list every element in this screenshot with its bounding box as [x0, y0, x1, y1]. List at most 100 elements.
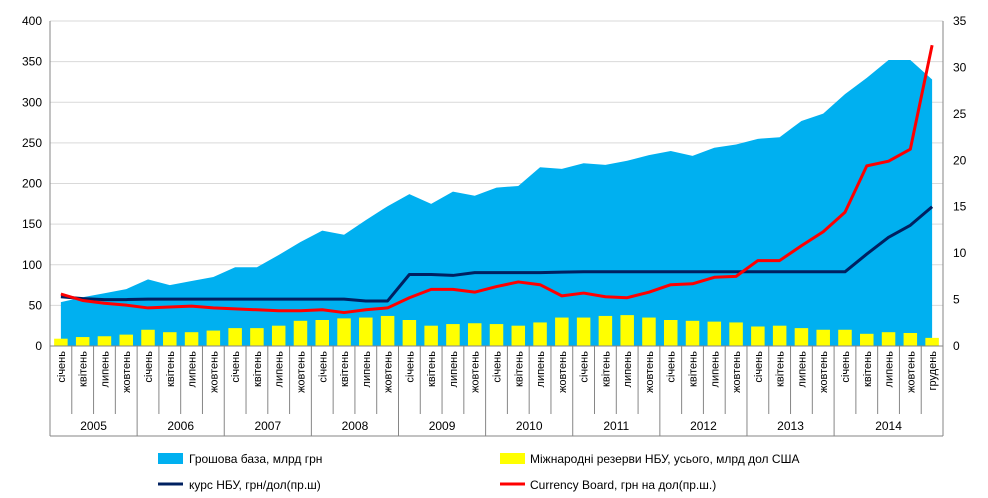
bar-reserves — [424, 325, 438, 346]
month-label: липень — [274, 351, 286, 388]
left-tick-label: 350 — [22, 55, 42, 69]
month-label: квітень — [600, 351, 612, 387]
month-label: січень — [492, 351, 504, 383]
line-currency-board — [60, 44, 934, 315]
bar-reserves — [75, 337, 90, 346]
right-tick-label: 5 — [953, 293, 960, 307]
year-label: 2005 — [80, 419, 107, 433]
legend-label-nbu-rate: курс НБУ, грн/дол(пр.ш) — [189, 478, 321, 492]
month-label: квітень — [688, 351, 700, 387]
bar-reserves — [685, 320, 700, 346]
month-label: жовтень — [470, 351, 482, 393]
area-money-base — [60, 60, 933, 346]
month-label: січень — [317, 351, 329, 383]
month-label: липень — [187, 351, 199, 388]
right-tick-label: 30 — [953, 60, 967, 74]
month-label: квітень — [862, 351, 874, 387]
right-tick-label: 25 — [953, 107, 967, 121]
month-label: липень — [622, 351, 634, 388]
bar-reserves — [163, 332, 177, 346]
left-tick-label: 50 — [29, 298, 43, 312]
month-label: жовтень — [208, 351, 220, 393]
right-tick-label: 35 — [953, 14, 967, 28]
month-label: липень — [796, 351, 808, 388]
left-tick-label: 0 — [35, 339, 42, 353]
bar-reserves — [663, 320, 678, 346]
month-label: квітень — [165, 351, 177, 387]
bar-reserves — [54, 338, 68, 346]
bar-reserves — [402, 320, 417, 346]
bar-series — [54, 315, 939, 346]
month-label: жовтень — [295, 351, 307, 393]
month-label: жовтень — [905, 351, 917, 393]
month-label: квітень — [426, 351, 438, 387]
bar-reserves — [293, 320, 308, 346]
right-axis-ticks: 0 5 10 15 20 25 30 35 — [953, 14, 967, 353]
right-tick-label: 0 — [953, 339, 960, 353]
bar-reserves — [380, 315, 395, 346]
right-tick-label: 10 — [953, 246, 967, 260]
month-label: січень — [753, 351, 765, 383]
month-label: жовтень — [557, 351, 569, 393]
month-label: квітень — [339, 351, 351, 387]
left-tick-label: 100 — [22, 258, 42, 272]
area-series — [60, 60, 933, 346]
month-label: квітень — [78, 351, 90, 387]
bar-reserves — [838, 329, 852, 346]
month-label: липень — [709, 351, 721, 388]
bar-reserves — [250, 328, 264, 346]
line-nbu-rate — [60, 205, 934, 303]
bar-reserves — [620, 315, 634, 346]
month-label: січень — [666, 351, 678, 383]
month-label: липень — [884, 351, 896, 388]
legend-item-reserves: Міжнародні резерви НБУ, усього, млрд дол… — [500, 452, 800, 466]
year-label: 2006 — [167, 419, 194, 433]
month-label: січень — [579, 351, 591, 383]
bar-reserves — [119, 334, 133, 346]
year-label: 2014 — [875, 419, 902, 433]
bar-reserves — [555, 317, 569, 346]
left-axis-ticks: 0 50 100 150 200 250 300 350 400 — [22, 14, 42, 353]
bar-reserves — [707, 321, 722, 346]
year-label: 2010 — [516, 419, 543, 433]
month-label: січень — [404, 351, 416, 383]
bar-reserves — [467, 323, 482, 346]
bar-reserves — [729, 322, 743, 346]
legend-item-nbu-rate: курс НБУ, грн/дол(пр.ш) — [158, 478, 321, 492]
bar-reserves — [446, 324, 460, 346]
month-label: січень — [840, 351, 852, 383]
bar-reserves — [184, 332, 199, 346]
legend-item-money-base: Грошова база, млрд грн — [158, 452, 322, 466]
month-label: жовтень — [644, 351, 656, 393]
bar-reserves — [97, 336, 112, 346]
year-label: 2013 — [777, 419, 804, 433]
year-label: 2012 — [690, 419, 717, 433]
month-label: січень — [143, 351, 155, 383]
legend-item-currency-board: Currency Board, грн на дол(пр.ш.) — [500, 478, 716, 492]
x-axis-month-labels: січень квітень липень жовтень січень квітень л… — [56, 351, 939, 393]
bar-reserves — [576, 317, 591, 346]
month-label: квітень — [252, 351, 264, 387]
month-label: квітень — [775, 351, 787, 387]
bar-reserves — [794, 328, 809, 346]
legend-swatch-reserves — [500, 453, 525, 464]
bar-reserves — [860, 333, 874, 346]
axes — [49, 21, 944, 437]
legend-label-currency-board: Currency Board, грн на дол(пр.ш.) — [530, 478, 716, 492]
bar-reserves — [881, 332, 896, 346]
left-tick-label: 200 — [22, 177, 42, 191]
year-label: 2008 — [342, 419, 369, 433]
month-label: липень — [361, 351, 373, 388]
month-label: січень — [56, 351, 68, 383]
bar-reserves — [511, 325, 526, 346]
month-label: жовтень — [383, 351, 395, 393]
bar-reserves — [228, 328, 242, 346]
bar-reserves — [598, 315, 613, 346]
left-tick-label: 150 — [22, 217, 42, 231]
legend-label-reserves: Міжнародні резерви НБУ, усього, млрд дол… — [530, 452, 800, 466]
month-label: жовтень — [121, 351, 133, 393]
right-tick-label: 20 — [953, 153, 967, 167]
year-label: 2009 — [429, 419, 456, 433]
left-tick-label: 250 — [22, 136, 42, 150]
